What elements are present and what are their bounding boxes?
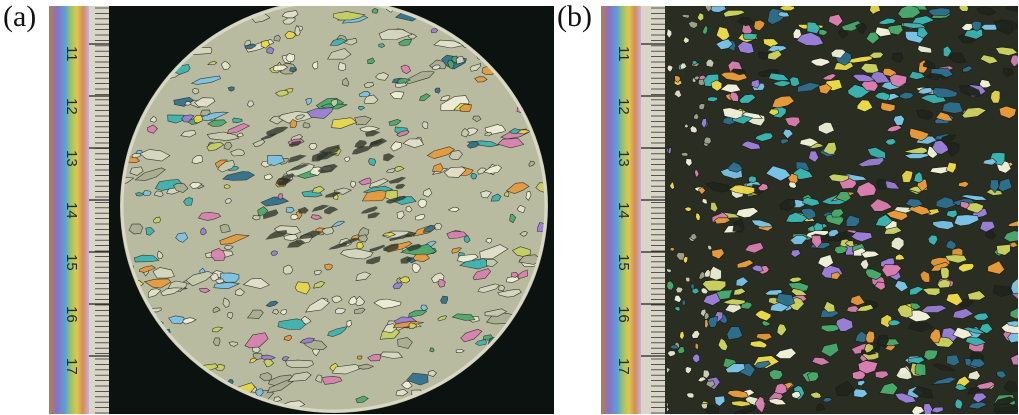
grain-mosaic-b <box>667 6 1018 414</box>
panel-label-b: (b) <box>557 0 592 33</box>
ruler-tick-label: 11 <box>615 46 632 62</box>
micrograph-longitudinal-section: 11 12 13 14 15 16 17 <box>601 6 1018 414</box>
ruler-tick-label: 15 <box>63 254 80 271</box>
ruler-tick-label: 17 <box>615 358 632 375</box>
ruler-tick-label: 12 <box>63 98 80 115</box>
ruler-tick-label: 16 <box>615 306 632 323</box>
ruler-tick-label: 13 <box>63 150 80 167</box>
ruler-tick-label: 11 <box>63 46 80 62</box>
ruler-tick-label: 14 <box>615 202 632 219</box>
ruler-a: 11 12 13 14 15 16 17 <box>49 6 109 414</box>
ruler-tick-label: 13 <box>615 150 632 167</box>
ruler-tick-label: 12 <box>615 98 632 115</box>
ruler-b: 11 12 13 14 15 16 17 <box>601 6 665 414</box>
panel-label-a: (a) <box>3 0 37 33</box>
micrograph-cross-section: 11 12 13 14 15 16 17 <box>49 6 554 414</box>
ruler-tick-label: 15 <box>615 254 632 271</box>
ruler-tick-label: 17 <box>63 358 80 375</box>
ruler-tick-label: 14 <box>63 202 80 219</box>
ruler-tick-label: 16 <box>63 306 80 323</box>
disk-rim <box>120 6 548 413</box>
